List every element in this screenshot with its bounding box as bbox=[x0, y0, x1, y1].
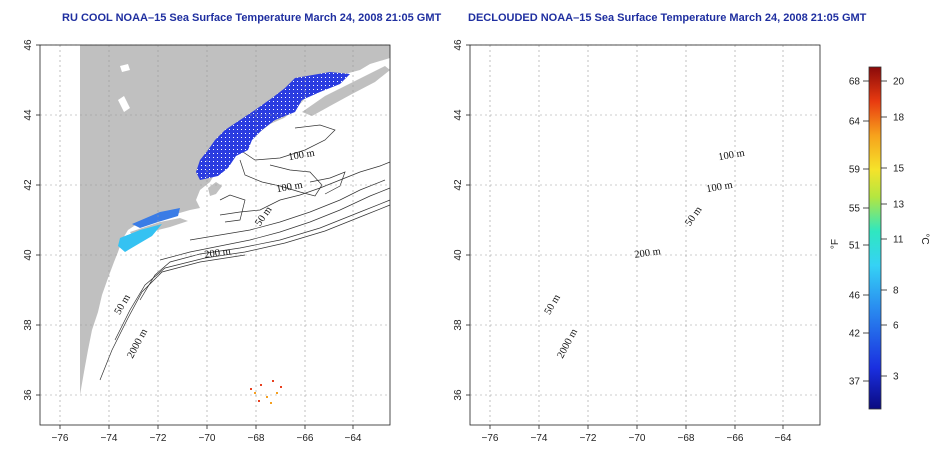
depth-contour-label: 200 m bbox=[634, 246, 662, 261]
map-title-ru-cool: RU COOL NOAA–15 Sea Surface Temperature … bbox=[62, 12, 442, 24]
lat-tick-label: 40 bbox=[23, 249, 34, 261]
warm-pixel bbox=[254, 392, 256, 394]
lat-lon-grid bbox=[40, 44, 390, 425]
lat-tick-label: 40 bbox=[453, 249, 464, 261]
lat-tick-label: 46 bbox=[23, 39, 34, 51]
map-panel-ru-cool: −76 −74 −72 −70 −68 −66 −64 36 38 40 42 44 46 100 m 10… bbox=[23, 39, 391, 444]
lon-tick-label: −68 bbox=[678, 433, 695, 444]
warm-pixel bbox=[280, 386, 282, 388]
colorbar-celsius-tick: 13 bbox=[893, 200, 905, 211]
lat-tick-label: 42 bbox=[23, 179, 34, 191]
colorbar-celsius-tick: 11 bbox=[893, 235, 904, 246]
warm-pixel bbox=[258, 400, 260, 402]
colorbar-fahrenheit-tick: 46 bbox=[849, 291, 861, 302]
lat-tick-label: 38 bbox=[23, 319, 34, 331]
depth-contour-label: 100 m bbox=[288, 148, 316, 163]
colorbar-celsius-tick: 18 bbox=[893, 113, 905, 124]
depth-contour bbox=[219, 194, 246, 223]
lat-tick-label: 36 bbox=[453, 389, 464, 401]
lon-tick-label: −66 bbox=[727, 433, 744, 444]
colorbar-gradient bbox=[868, 66, 882, 410]
lon-tick-label: −74 bbox=[101, 433, 118, 444]
colorbar-celsius-label: °C bbox=[919, 233, 930, 244]
depth-contour bbox=[189, 179, 386, 241]
sst-patch-ny-bight bbox=[118, 224, 162, 252]
lon-tick-label: −70 bbox=[199, 433, 216, 444]
depth-contour bbox=[219, 161, 391, 216]
colorbar-celsius-tick: 8 bbox=[893, 286, 899, 297]
colorbar-fahrenheit-tick: 51 bbox=[849, 241, 861, 252]
warm-pixel bbox=[270, 402, 272, 404]
sst-patch-southern-new-england bbox=[132, 208, 180, 228]
lon-tick-label: −64 bbox=[775, 433, 792, 444]
colorbar-celsius-tick: 3 bbox=[893, 372, 899, 383]
lake bbox=[118, 64, 130, 112]
land-mass bbox=[80, 45, 390, 395]
lon-tick-label: −74 bbox=[531, 433, 548, 444]
lon-tick-label: −76 bbox=[52, 433, 69, 444]
lon-tick-label: −68 bbox=[248, 433, 265, 444]
nova-scotia bbox=[302, 66, 390, 116]
lon-tick-label: −72 bbox=[580, 433, 597, 444]
warm-pixel bbox=[266, 396, 268, 398]
colorbar-fahrenheit-tick: 68 bbox=[849, 77, 861, 88]
map-title-declouded: DECLOUDED NOAA–15 Sea Surface Temperatur… bbox=[468, 12, 867, 24]
lat-tick-label: 38 bbox=[453, 319, 464, 331]
warm-pixel bbox=[276, 392, 278, 394]
colorbar-fahrenheit-tick: 42 bbox=[849, 329, 861, 340]
colorbar-celsius-tick: 6 bbox=[893, 321, 899, 332]
lat-tick-label: 42 bbox=[453, 179, 464, 191]
depth-contour-label: 100 m bbox=[718, 148, 746, 163]
temperature-colorbar: 68 64 59 55 51 46 42 37 20 18 15 13 11 8 6 3 °F °C bbox=[830, 66, 930, 410]
colorbar-celsius-tick: 15 bbox=[893, 164, 905, 175]
colorbar-fahrenheit-tick: 64 bbox=[849, 117, 861, 128]
lat-tick-label: 44 bbox=[23, 109, 34, 121]
ocean-area bbox=[470, 45, 820, 425]
lon-tick-label: −72 bbox=[150, 433, 167, 444]
lat-lon-grid bbox=[470, 44, 820, 425]
lon-tick-label: −70 bbox=[629, 433, 646, 444]
depth-contour bbox=[239, 159, 323, 197]
depth-contour bbox=[239, 124, 336, 161]
colorbar-fahrenheit-tick: 37 bbox=[849, 377, 861, 388]
depth-contour bbox=[309, 171, 346, 195]
warm-pixel bbox=[272, 380, 274, 382]
map-panel-declouded: −76 −74 −72 −70 −68 −66 −64 36 38 40 42 44 46 100 m 10… bbox=[453, 39, 821, 444]
colorbar-celsius-tick: 20 bbox=[893, 77, 905, 88]
depth-contour bbox=[159, 187, 391, 261]
depth-contour-label: 100 m bbox=[706, 180, 734, 195]
cape-cod bbox=[208, 182, 222, 196]
sst-patch-gulf-of-maine bbox=[196, 72, 350, 180]
depth-contour bbox=[99, 254, 246, 381]
lat-tick-label: 46 bbox=[453, 39, 464, 51]
map-frame bbox=[469, 44, 821, 426]
warm-pixel bbox=[250, 388, 252, 390]
depth-contour bbox=[139, 199, 391, 301]
depth-contour-label: 100 m bbox=[276, 180, 304, 195]
lat-tick-label: 36 bbox=[23, 389, 34, 401]
lon-tick-label: −64 bbox=[345, 433, 362, 444]
colorbar-fahrenheit-tick: 55 bbox=[849, 204, 861, 215]
lon-tick-label: −76 bbox=[482, 433, 499, 444]
lon-tick-label: −66 bbox=[297, 433, 314, 444]
warm-pixel bbox=[260, 384, 262, 386]
colorbar-fahrenheit-tick: 59 bbox=[849, 165, 861, 176]
depth-contour-label: 200 m bbox=[204, 246, 232, 261]
lat-tick-label: 44 bbox=[453, 109, 464, 121]
colorbar-fahrenheit-label: °F bbox=[830, 239, 841, 249]
map-frame bbox=[39, 44, 391, 426]
